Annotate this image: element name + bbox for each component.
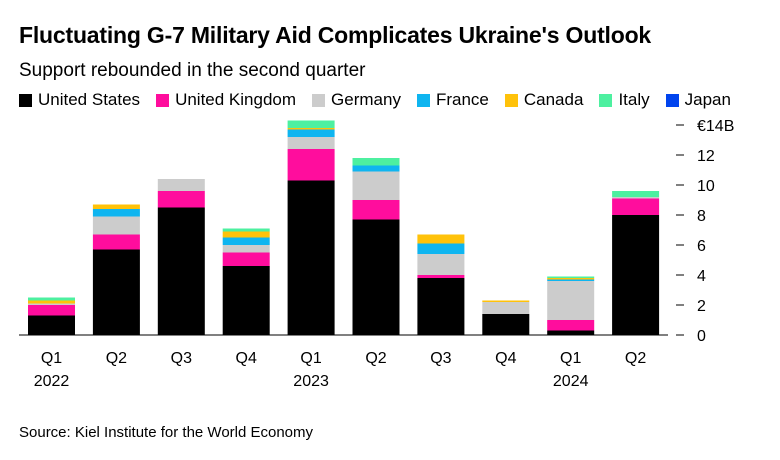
bar-segment-united-kingdom <box>92 234 140 250</box>
bar-segment-france <box>417 243 465 254</box>
bar-segment-italy <box>612 191 660 197</box>
bar-segment-united-states <box>547 330 595 335</box>
chart-title: Fluctuating G-7 Military Aid Complicates… <box>19 22 652 48</box>
x-tick-label: Q3 <box>430 350 451 367</box>
x-tick-label: Q2 <box>365 350 386 367</box>
bar-segment-united-states <box>287 180 335 335</box>
bar-segment-france <box>547 279 595 281</box>
legend-swatch <box>665 93 679 107</box>
bar-segment-france <box>352 165 400 172</box>
bar-segment-france <box>287 129 335 137</box>
bar-segment-canada <box>92 204 140 209</box>
x-tick-label: Q2 <box>106 350 127 367</box>
bar-segment-united-states <box>157 207 205 335</box>
legend-item-japan: Japan <box>665 90 731 110</box>
bar-segment-canada <box>547 278 595 280</box>
legend-label: United Kingdom <box>175 90 297 109</box>
bar-segment-united-states <box>222 266 270 335</box>
legend-swatch <box>504 93 518 107</box>
x-tick-label: Q1 <box>300 350 321 367</box>
x-tick-label: Q4 <box>236 350 257 367</box>
bar-segment-canada <box>28 300 75 304</box>
legend-swatch <box>156 93 170 107</box>
stacked-bar-chart: Q1 Q2 Q3 Q4 Q1 Q2 Q3 Q4 Q1 Q2 2022 2023 2024 0 2 4 6 8 10 1… <box>19 118 734 390</box>
bar-segment-france <box>92 209 140 217</box>
bar-segment-germany <box>28 303 75 305</box>
bar-segment-italy <box>287 120 335 128</box>
x-year-label: 2024 <box>553 373 589 390</box>
bar-segment-united-kingdom <box>287 149 335 181</box>
legend-item-italy: Italy <box>599 90 650 110</box>
legend-swatch <box>599 93 613 107</box>
legend-item-france: France <box>416 90 489 110</box>
x-tick-label: Q1 <box>560 350 581 367</box>
legend-label: Japan <box>684 90 731 109</box>
bar-segment-united-states <box>417 278 465 335</box>
y-tick-label: 6 <box>697 238 706 255</box>
bar-segment-united-kingdom <box>612 198 660 215</box>
legend-swatch <box>416 93 430 107</box>
x-tick-label: Q3 <box>171 350 192 367</box>
source-note: Source: Kiel Institute for the World Eco… <box>19 424 314 441</box>
bar-segment-united-kingdom <box>28 305 75 316</box>
bar-segment-united-states <box>482 314 530 335</box>
bar-segment-united-kingdom <box>157 191 205 208</box>
bar-segment-united-kingdom <box>222 252 270 266</box>
x-tick-label: Q1 <box>41 350 62 367</box>
bar-segment-germany <box>352 171 400 200</box>
legend-item-germany: Germany <box>312 90 401 110</box>
legend: United States United Kingdom Germany Fra… <box>19 90 747 110</box>
bar-segment-germany <box>482 302 530 314</box>
bar-segment-france <box>222 237 270 245</box>
x-tick-label: Q4 <box>495 350 516 367</box>
bar-segment-germany <box>287 137 335 149</box>
y-tick-label: 4 <box>697 268 706 285</box>
bar-segment-united-states <box>28 315 75 335</box>
legend-label: Canada <box>523 90 584 109</box>
y-tick-label: €14B <box>697 118 734 135</box>
bar-segment-germany <box>222 245 270 253</box>
bar-segment-canada <box>417 234 465 244</box>
legend-item-united-states: United States <box>19 90 140 110</box>
y-tick-label: 12 <box>697 148 715 165</box>
bar-segment-germany <box>92 216 140 235</box>
legend-swatch <box>312 93 326 107</box>
legend-item-united-kingdom: United Kingdom <box>156 90 296 110</box>
bar-segment-italy <box>547 276 595 278</box>
legend-swatch <box>19 93 32 107</box>
bar-segment-italy <box>222 228 270 232</box>
legend-label: France <box>435 90 489 109</box>
legend-label: Germany <box>331 90 401 109</box>
bar-segment-united-kingdom <box>547 320 595 331</box>
y-tick-label: 8 <box>697 208 706 225</box>
bar-segment-germany <box>157 179 205 191</box>
bar-segment-united-kingdom <box>417 275 465 278</box>
bar-segment-germany <box>417 254 465 275</box>
x-year-label: 2022 <box>34 373 70 390</box>
legend-label: United States <box>38 90 141 109</box>
bar-segment-united-states <box>352 219 400 335</box>
bar-segment-germany <box>547 281 595 320</box>
x-tick-label: Q2 <box>625 350 646 367</box>
bar-segment-united-states <box>612 215 660 335</box>
x-year-label: 2023 <box>293 373 329 390</box>
bar-segment-canada <box>287 128 335 130</box>
legend-item-canada: Canada <box>504 90 584 110</box>
bar-segment-italy <box>28 297 75 301</box>
bar-segment-canada <box>482 300 530 302</box>
bar-segment-united-states <box>92 249 140 335</box>
bar-segment-italy <box>352 158 400 166</box>
bar-segment-germany <box>612 197 660 199</box>
chart-subtitle: Support rebounded in the second quarter <box>19 60 366 81</box>
y-tick-label: 0 <box>697 328 706 345</box>
bar-segment-canada <box>222 231 270 238</box>
y-tick-label: 10 <box>697 178 715 195</box>
bar-segment-united-kingdom <box>352 200 400 220</box>
y-tick-label: 2 <box>697 298 706 315</box>
legend-label: Italy <box>618 90 650 109</box>
